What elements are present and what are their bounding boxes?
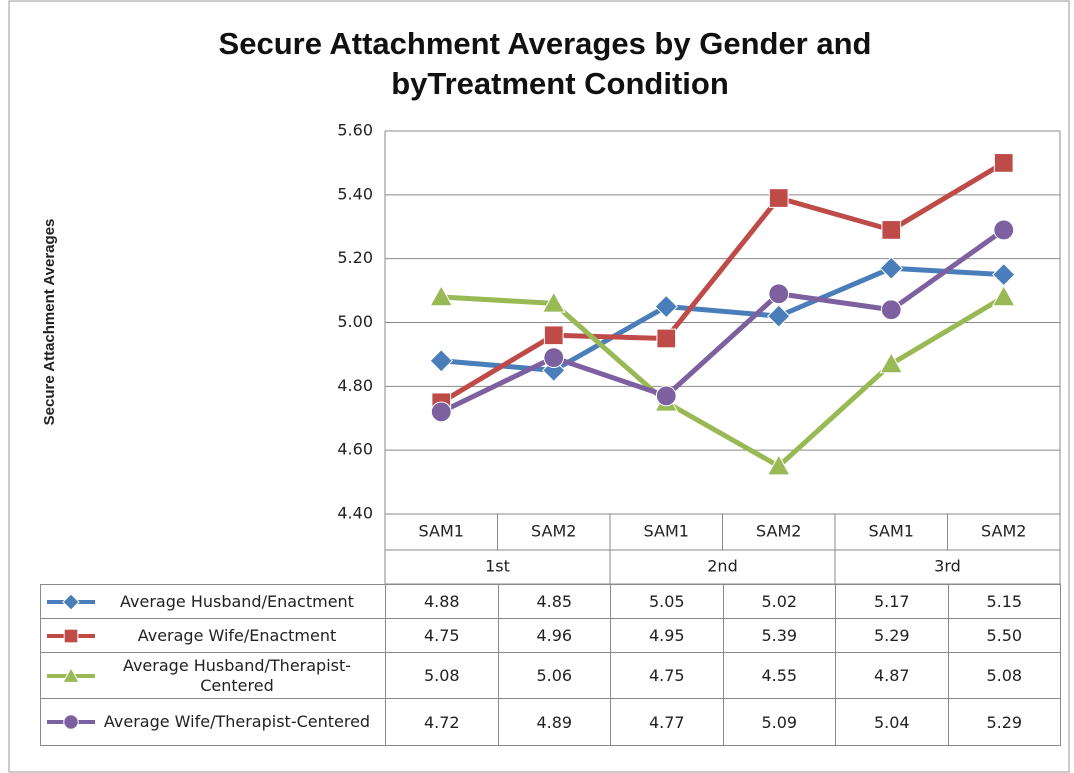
x-group-label: 2nd <box>707 557 737 576</box>
y-tick-label: 5.40 <box>337 184 373 203</box>
marker <box>879 351 904 374</box>
marker <box>993 153 1014 173</box>
y-tick-label: 5.20 <box>337 248 373 267</box>
legend-label: Average Husband/Enactment <box>120 591 354 611</box>
x-tick-label: SAM1 <box>644 522 689 541</box>
legend-item: Average Husband/Therapist-Centered <box>40 652 386 699</box>
table-cell: 5.04 <box>835 698 949 746</box>
series-line <box>440 227 1006 415</box>
x-tick-label: SAM1 <box>869 522 914 541</box>
table-cell: 5.39 <box>722 618 836 653</box>
legend-label: Average Husband/Therapist-Centered <box>122 655 352 695</box>
marker <box>429 284 454 307</box>
x-tick-label: SAM2 <box>756 522 801 541</box>
legend-key <box>47 628 95 643</box>
marker <box>881 220 902 240</box>
marker <box>879 256 903 280</box>
table-cell: 5.29 <box>947 698 1061 746</box>
legend-key <box>47 592 95 611</box>
table-cell: 4.85 <box>497 584 611 619</box>
table-row: Average Husband/Enactment 4.88 4.85 5.05 5.0… <box>40 584 1061 619</box>
x-tick-label: SAM1 <box>419 522 464 541</box>
marker <box>655 385 677 407</box>
marker <box>430 401 452 423</box>
marker <box>429 349 453 373</box>
legend-item: Average Wife/Therapist-Centered <box>40 698 386 746</box>
y-axis-label: Secure Attachment Averages <box>41 219 58 426</box>
x-tick-label: SAM2 <box>981 522 1026 541</box>
table-cell: 5.02 <box>722 584 836 619</box>
table-cell: 4.55 <box>722 652 836 699</box>
x-group-label: 1st <box>485 557 510 576</box>
x-group-label: 3rd <box>934 557 961 576</box>
table-cell: 5.08 <box>385 652 499 699</box>
x-tick-label: SAM2 <box>531 522 576 541</box>
y-tick-label: 5.60 <box>337 121 373 140</box>
table-cell: 5.05 <box>610 584 724 619</box>
marker <box>991 284 1016 307</box>
legend-label: Average Wife/Enactment <box>137 625 337 645</box>
table-cell: 5.09 <box>722 698 836 746</box>
y-tick-label: 4.80 <box>337 376 373 395</box>
table-cell: 4.96 <box>497 618 611 653</box>
table-cell: 4.75 <box>385 618 499 653</box>
table-row: Average Wife/Therapist-Centered 4.72 4.89 4… <box>40 698 1061 746</box>
marker <box>543 325 564 346</box>
y-tick-label: 4.60 <box>337 440 373 459</box>
marker <box>768 283 790 305</box>
marker <box>993 219 1015 241</box>
marker <box>766 454 791 476</box>
legend-key <box>47 714 95 730</box>
marker <box>63 714 79 730</box>
legend-key <box>47 666 95 683</box>
legend-item: Average Husband/Enactment <box>40 584 386 619</box>
table-cell: 4.88 <box>385 584 499 619</box>
y-tick-label: 4.40 <box>337 504 373 523</box>
y-tick-label: 5.00 <box>337 312 373 331</box>
marker <box>654 294 678 319</box>
series-line <box>439 160 1006 405</box>
table-cell: 5.17 <box>835 584 949 619</box>
legend-item: Average Wife/Enactment <box>40 618 386 653</box>
table-cell: 5.29 <box>835 618 949 653</box>
table-cell: 4.77 <box>610 698 724 746</box>
marker <box>656 328 677 349</box>
marker <box>767 304 791 328</box>
table-cell: 4.95 <box>610 618 724 653</box>
table-cell: 5.15 <box>947 584 1061 619</box>
marker <box>62 666 80 683</box>
marker <box>543 347 565 369</box>
chart-title: Secure Attachment Averages by Gender and <box>219 26 872 61</box>
table-cell: 5.08 <box>947 652 1061 699</box>
marker <box>768 188 789 208</box>
marker <box>992 262 1016 287</box>
data-table: Average Husband/Enactment 4.88 4.85 5.05 5.0… <box>40 584 1061 746</box>
table-cell: 5.50 <box>947 618 1061 653</box>
table-row: Average Wife/Enactment 4.75 4.96 4.95 5.39 5.… <box>40 618 1061 653</box>
table-cell: 4.87 <box>835 652 949 699</box>
chart-title: byTreatment Condition <box>391 66 729 101</box>
table-row: Average Husband/Therapist-Centered 5.08 5.… <box>40 652 1061 699</box>
series-line <box>441 294 1006 469</box>
table-cell: 4.89 <box>497 698 611 746</box>
frame <box>8 0 1070 773</box>
series-line <box>441 265 1004 373</box>
table-cell: 4.75 <box>610 652 724 699</box>
marker <box>541 291 566 313</box>
marker <box>880 299 902 321</box>
marker <box>63 628 79 643</box>
table-cell: 5.06 <box>497 652 611 699</box>
legend-label: Average Wife/Therapist-Centered <box>103 712 371 731</box>
table-cell: 4.72 <box>385 698 499 746</box>
marker <box>62 592 80 611</box>
